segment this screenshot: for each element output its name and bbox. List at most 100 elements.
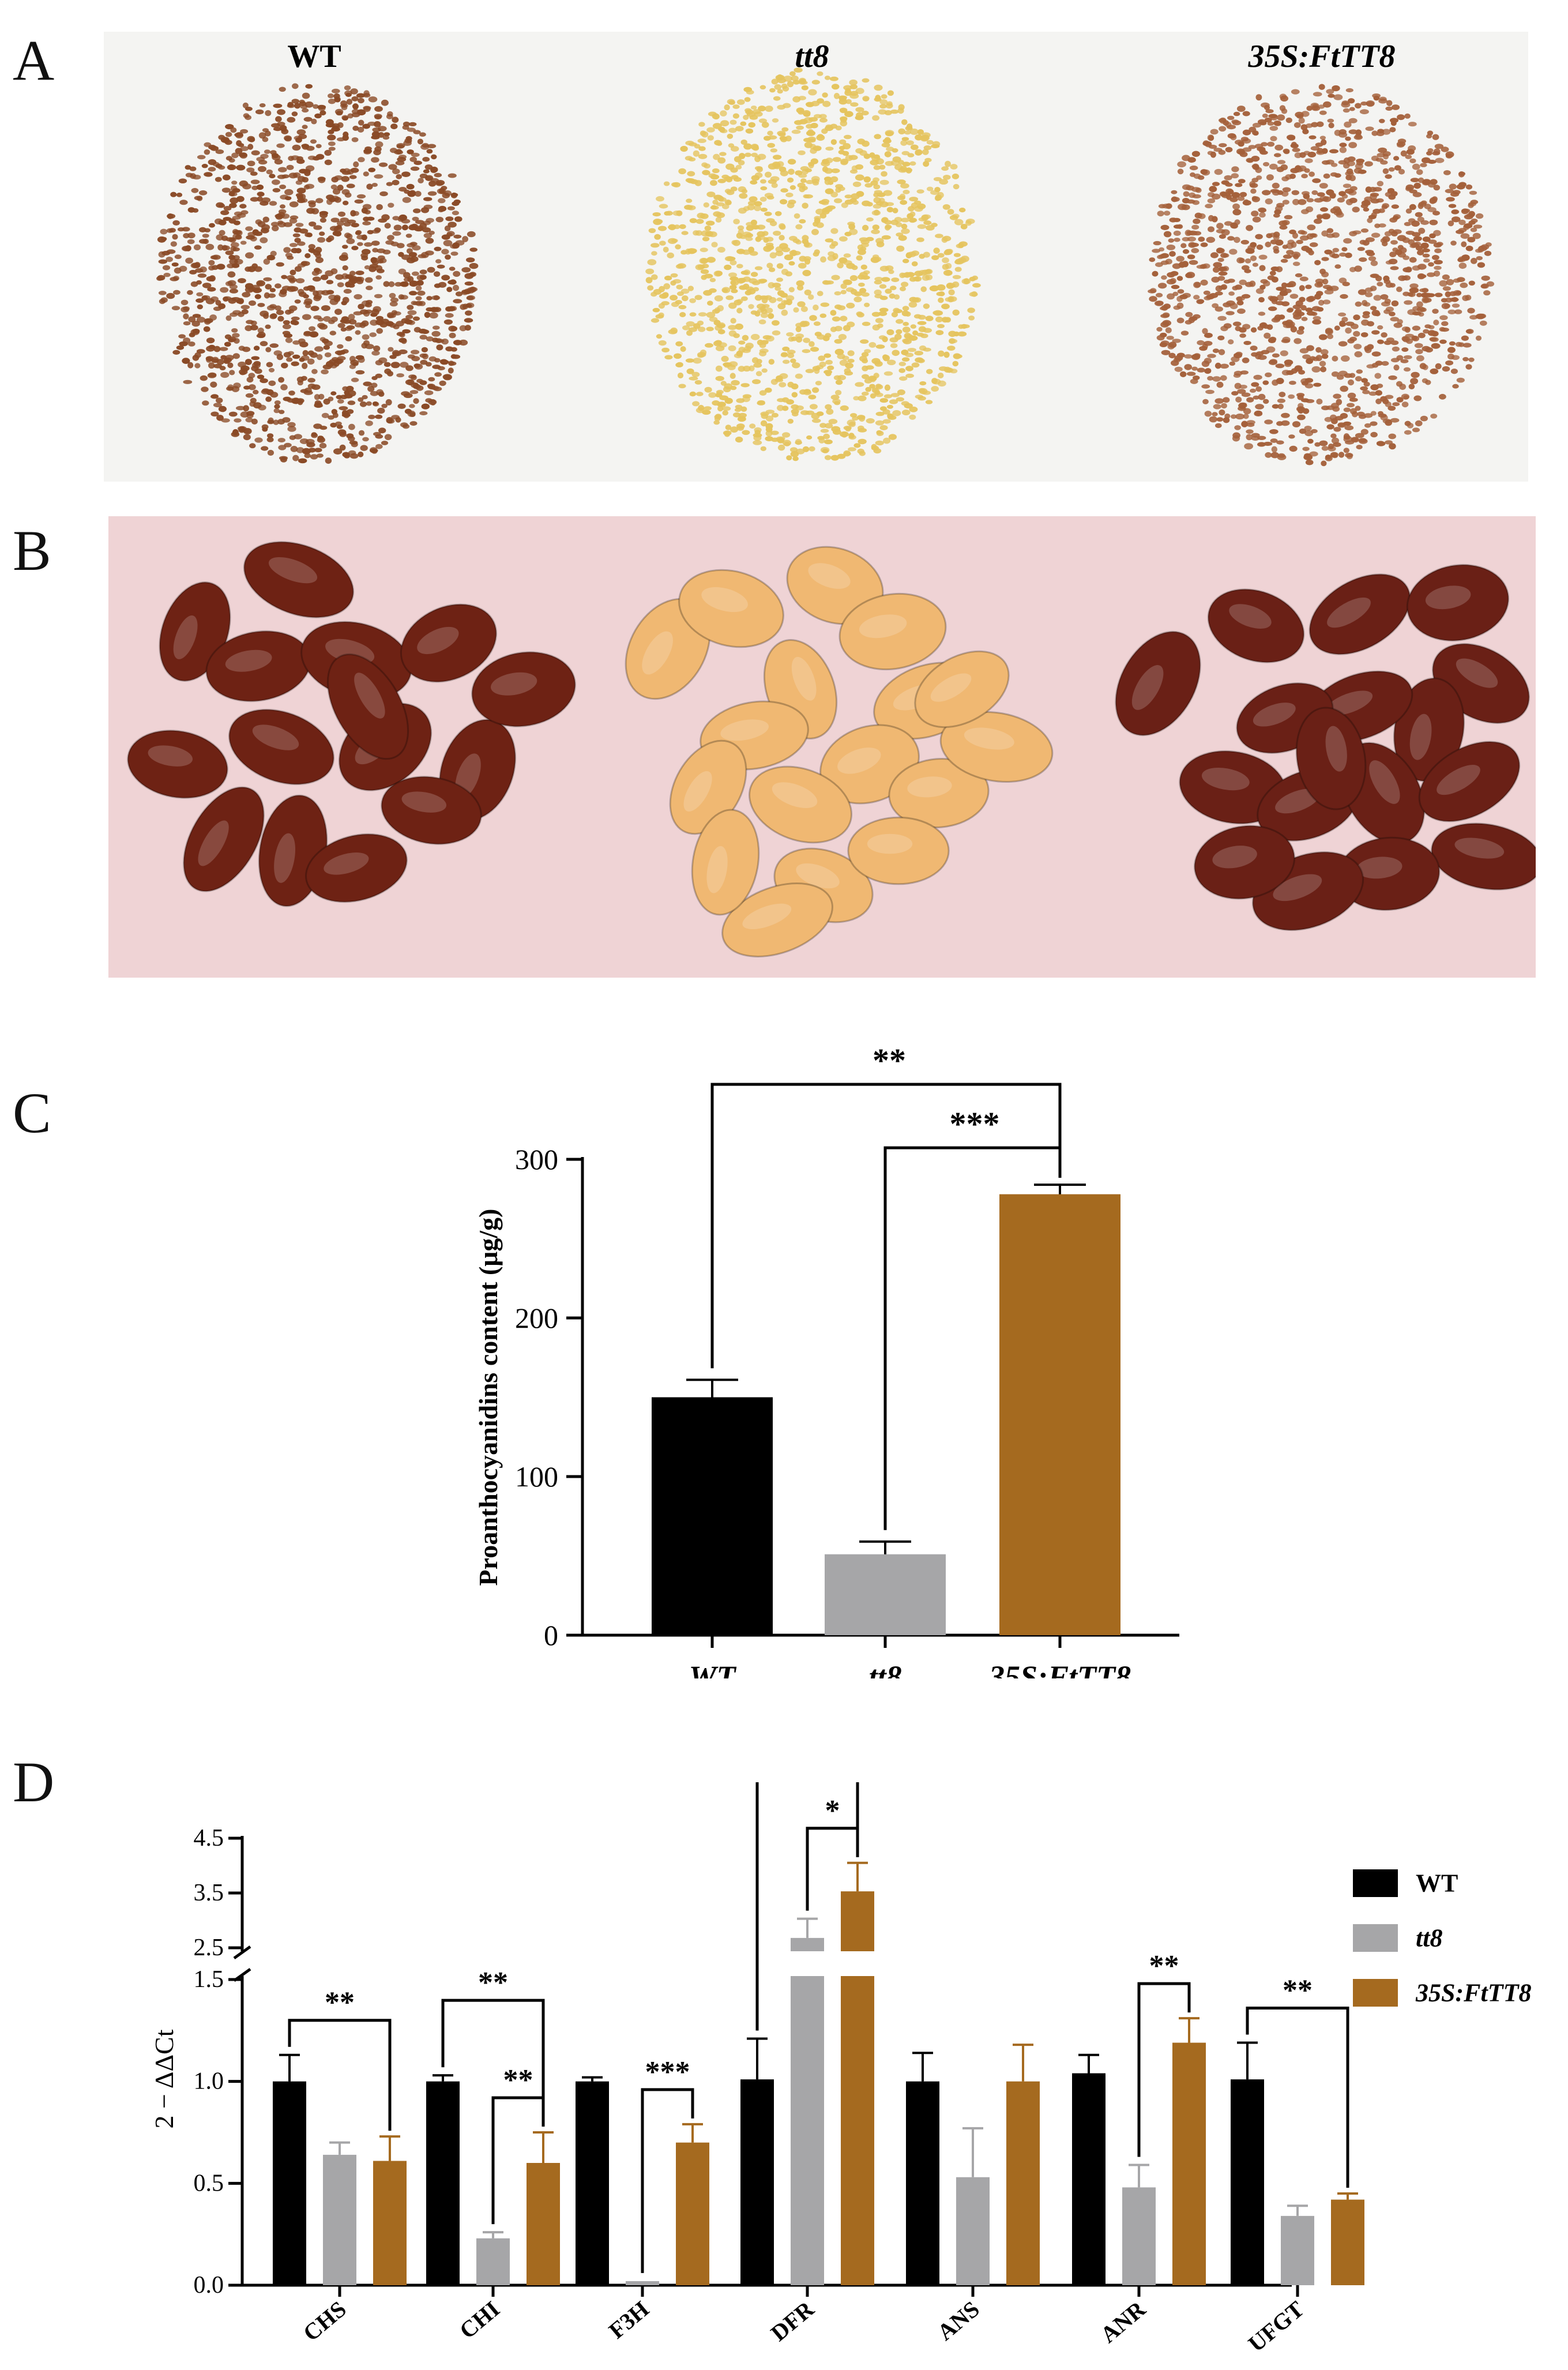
seed-closeups <box>127 541 1536 957</box>
seed-pile-photo-canvas: WT tt8 35S:FtTT8 <box>104 32 1528 482</box>
chart-gene-expression: 0.0 0.5 1.0 1.5 2.5 3.5 4.5 CHS CHI F3H DFR ANS ANR U… <box>149 1782 1531 2357</box>
seed-pile-1 <box>645 67 981 461</box>
chart-c-significance-bracket <box>883 1146 1062 1530</box>
seed-piles <box>156 67 1495 467</box>
chart-d-y-tick-label: 2.5 <box>194 1935 224 1961</box>
chart-c-significance-label: *** <box>950 1105 1000 1143</box>
chart-d-bar <box>476 2238 510 2285</box>
chart-d-bar <box>1231 2079 1264 2285</box>
chart-d-bar-upper <box>841 1891 874 1951</box>
chart-c-y-tick-label: 0 <box>544 1619 558 1651</box>
chart-d-bar <box>1006 2081 1040 2285</box>
chart-d-x-tick-label: DFR <box>766 2296 819 2346</box>
chart-d-y-tick-label: 0.0 <box>194 2272 224 2298</box>
chart-d-legend-label: WT <box>1416 1869 1458 1898</box>
chart-c-significance-bracket <box>710 1083 1062 1369</box>
seed-group-0 <box>127 541 576 907</box>
chart-d-y-tick-label: 1.5 <box>194 1966 224 1993</box>
chart-d-x-tick-label: CHI <box>454 2296 505 2343</box>
chart-d-bar <box>791 1976 824 2285</box>
chart-d-significance-label: ** <box>1149 1950 1179 1982</box>
chart-c-x-tick-label: WT <box>689 1659 737 1678</box>
chart-d-bar <box>1172 2042 1206 2285</box>
chart-c-bar <box>999 1194 1120 1635</box>
seed-closeup-photo <box>108 516 1536 978</box>
chart-d-bar <box>841 1976 874 2285</box>
seed-pile-photo: WT tt8 35S:FtTT8 <box>104 32 1528 482</box>
seed-pile-2 <box>1148 84 1495 467</box>
chart-d-bar <box>1122 2187 1156 2285</box>
chart-d-significance-label: ** <box>503 2064 533 2097</box>
chart-d-x-tick-label: CHS <box>298 2296 351 2346</box>
chart-d-y-axis-label: 2 − ΔΔCt <box>149 2029 179 2128</box>
chart-d-axis-break-mark <box>233 1945 251 1960</box>
label-35s-fttt8: 35S:FtTT8 <box>1247 39 1395 74</box>
chart-c-y-tick-label: 200 <box>515 1302 558 1334</box>
chart-d-bar <box>1072 2073 1106 2285</box>
chart-d-bar <box>626 2281 659 2285</box>
chart-d-bar <box>1281 2215 1314 2285</box>
chart-d-y-tick-label: 0.5 <box>194 2170 224 2196</box>
label-wt: WT <box>287 39 341 74</box>
chart-c-bar <box>825 1554 946 1635</box>
chart-d-bar <box>576 2081 609 2285</box>
label-tt8: tt8 <box>795 39 829 74</box>
chart-d-bar <box>740 2079 774 2285</box>
chart-d-significance: ***************** <box>288 1782 1349 2273</box>
chart-d-significance-bracket <box>641 2088 694 2273</box>
chart-d-y-tick-label: 4.5 <box>194 1825 224 1851</box>
chart-d-legend: WT tt8 35S:FtTT8 <box>1353 1869 1531 2007</box>
chart-d-significance-label: * <box>825 1794 840 1827</box>
chart-d-bar <box>273 2081 306 2285</box>
chart-d-bar <box>527 2163 560 2285</box>
chart-d-bars <box>273 1861 1364 2285</box>
seed-group-1 <box>625 546 1054 957</box>
panel-label-d: D <box>13 1750 55 1814</box>
chart-c-significance: ***** <box>710 1042 1062 1530</box>
chart-d-legend-swatch <box>1353 1979 1398 2007</box>
chart-c-y-tick-label: 300 <box>515 1143 558 1175</box>
seed-pile-0 <box>156 83 479 464</box>
chart-d-bar <box>426 2081 460 2285</box>
chart-c-x-tick-label: 35S:FtTT8 <box>988 1659 1131 1678</box>
chart-d-legend-label: tt8 <box>1416 1924 1442 1952</box>
chart-d-y-tick-label: 3.5 <box>194 1880 224 1906</box>
chart-c-bars <box>652 1184 1120 1635</box>
chart-d-x-tick-label: F3H <box>604 2296 654 2343</box>
chart-d-legend-swatch <box>1353 1924 1398 1952</box>
panel-label-c: C <box>13 1081 51 1145</box>
chart-d-x-tick-label: UFGT <box>1243 2296 1309 2357</box>
chart-c-significance-label: ** <box>873 1042 906 1079</box>
chart-d-bar <box>906 2081 939 2285</box>
chart-c-y-tick-label: 100 <box>515 1460 558 1493</box>
chart-d-significance-bracket <box>755 1782 859 2031</box>
panel-label-b: B <box>13 519 51 583</box>
chart-d-x-tick-label: ANS <box>932 2296 984 2345</box>
chart-d-bar-upper <box>791 1937 824 1951</box>
chart-d-bar <box>323 2154 356 2285</box>
chart-c-y-axis-label: Proanthocyanidins content (μg/g) <box>473 1209 503 1586</box>
chart-d-legend-label: 35S:FtTT8 <box>1415 1979 1531 2007</box>
chart-d-bar <box>676 2142 709 2285</box>
chart-d-significance-label: ** <box>325 1986 355 2019</box>
panel-label-a: A <box>13 28 55 92</box>
chart-d-significance-label: *** <box>645 2056 690 2089</box>
chart-d-bar <box>956 2177 990 2285</box>
chart-c-x-tick-label: tt8 <box>868 1659 901 1678</box>
chart-d-significance-label: ** <box>478 1966 508 1999</box>
chart-c-bar <box>652 1397 773 1635</box>
chart-d-significance-bracket <box>441 1999 545 2127</box>
chart-d-significance-bracket <box>1246 2007 1349 2188</box>
chart-d-significance-bracket <box>1137 1982 1191 2157</box>
chart-d-x-tick-label: ANR <box>1095 2296 1150 2348</box>
chart-d-significance-label: ** <box>1283 1974 1313 2007</box>
chart-d-legend-swatch <box>1353 1869 1398 1897</box>
chart-d-bar <box>373 2161 407 2285</box>
chart-c-axes: 0 100 200 300 WT tt8 35S:FtTT8 <box>515 1143 1179 1678</box>
chart-d-bar <box>1331 2199 1364 2285</box>
chart-d-significance-bracket <box>288 2019 392 2131</box>
chart-d-significance-bracket <box>806 1827 859 1911</box>
chart-d-y-tick-label: 1.0 <box>194 2068 224 2095</box>
seed-closeup-canvas <box>108 516 1536 978</box>
